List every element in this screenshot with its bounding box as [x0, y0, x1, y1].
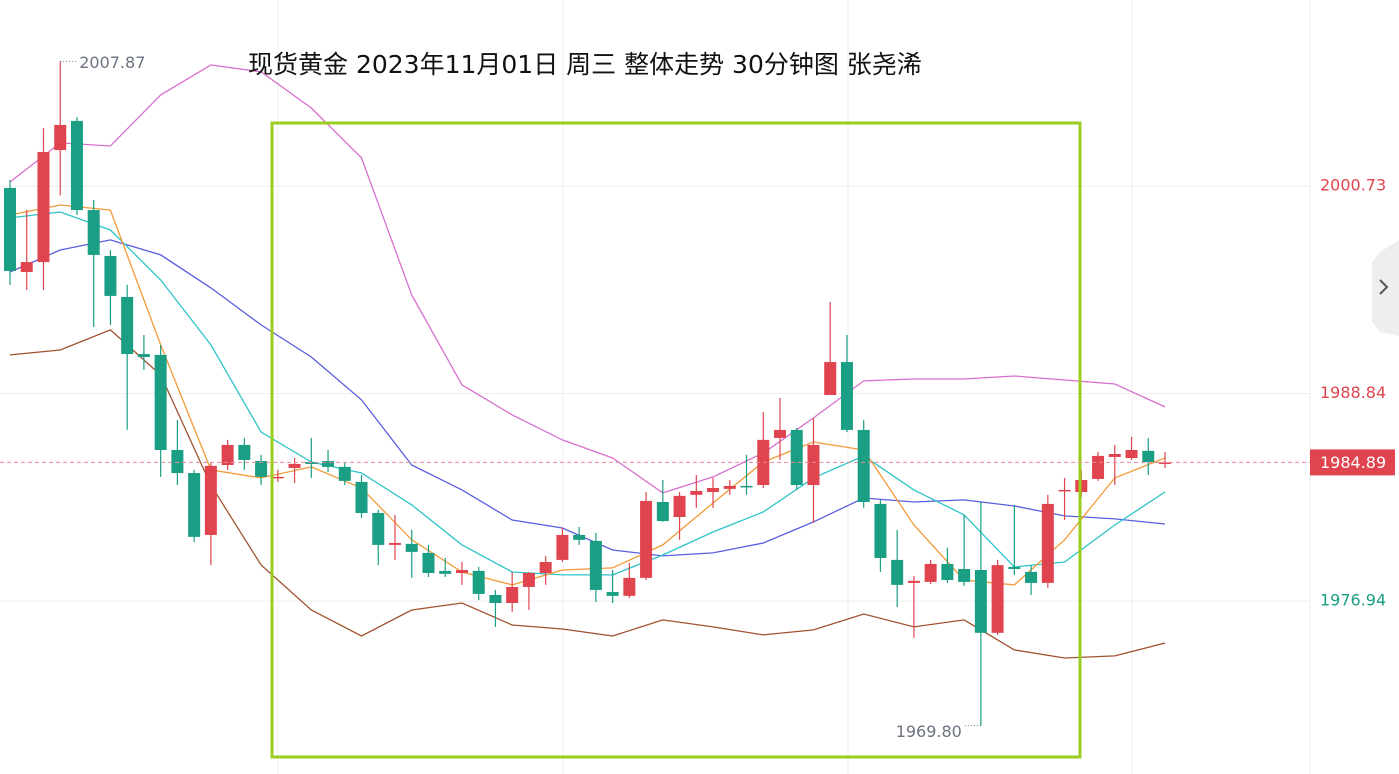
candle-body [1159, 462, 1171, 464]
highlight-box [270, 121, 1082, 759]
candle-body [1142, 450, 1155, 463]
y-tick-label: 2000.73 [1320, 175, 1386, 194]
indicator-lines [9, 64, 1166, 659]
candle-body [305, 462, 318, 464]
candle-body [1058, 489, 1071, 492]
low-label: 1969.80 [896, 722, 962, 741]
last-price-box [1310, 449, 1395, 476]
indicator-line [9, 329, 1166, 659]
candle-body [522, 572, 535, 587]
candle-body [539, 562, 552, 573]
candle-body [20, 262, 33, 273]
candle-body [991, 565, 1004, 633]
candle-body [355, 481, 368, 513]
candle-body [70, 120, 83, 211]
candle-body [121, 296, 134, 355]
candle-body [188, 473, 201, 537]
candle-body [87, 210, 100, 255]
candle-body [623, 577, 636, 596]
candle-body [774, 429, 786, 438]
candle-body [824, 362, 837, 396]
candle-body [255, 460, 268, 477]
candle-body [104, 255, 117, 296]
candle-body [322, 460, 335, 467]
grid: 2000.73 1988.84 1976.94 [0, 175, 1386, 610]
candle-body [673, 495, 686, 517]
candle-body [238, 444, 251, 460]
candle-body [137, 354, 150, 357]
candle-body [1092, 455, 1105, 479]
candle-body [4, 187, 16, 271]
candle-body [857, 429, 870, 502]
candle-body [37, 151, 50, 263]
y-tick-label: 1988.84 [1320, 383, 1386, 402]
indicator-line [9, 211, 1166, 576]
candle-body [422, 552, 435, 573]
candle-body [640, 500, 653, 578]
candle-body [656, 501, 669, 522]
candle-body [974, 570, 987, 633]
candle-body [405, 543, 418, 552]
high-label: 2007.87 [79, 53, 145, 72]
expand-button[interactable] [1372, 240, 1399, 336]
overlay: 2007.87 1969.80 1984.89 [0, 53, 1395, 741]
candle-body [924, 563, 937, 582]
last-price-label: 1984.89 [1320, 453, 1386, 472]
candle-body [1041, 503, 1054, 583]
candles [4, 61, 1171, 726]
candle-body [1008, 566, 1021, 569]
candle-body [740, 485, 753, 488]
candle-body [891, 559, 904, 585]
candle-body [221, 444, 234, 465]
candle-body [556, 534, 569, 560]
expand-arrow[interactable] [1379, 279, 1389, 295]
vertical-grid [277, 0, 1311, 774]
candle-body [154, 354, 167, 450]
candle-body [807, 444, 820, 486]
candle-body [472, 570, 485, 594]
candle-body [790, 429, 803, 486]
candle-body [372, 512, 385, 545]
candle-body [389, 542, 401, 545]
candle-body [489, 594, 502, 604]
candle-body [723, 485, 736, 489]
candle-body [1025, 571, 1038, 583]
candle-body [907, 580, 920, 583]
candle-body [606, 592, 619, 596]
candle-body [874, 503, 887, 558]
y-tick-label: 1976.94 [1320, 591, 1386, 610]
candle-body [171, 449, 184, 474]
candle-body [338, 466, 351, 481]
candle-body [439, 570, 452, 574]
candle-body [707, 488, 720, 493]
chart-title: 现货黄金 2023年11月01日 周三 整体走势 30分钟图 张尧浠 [248, 50, 922, 79]
candle-body [1125, 449, 1138, 459]
candle-body [506, 586, 519, 604]
candle-body [690, 490, 703, 495]
candle-body [573, 534, 586, 540]
candle-body [589, 540, 602, 590]
candle-body [271, 476, 284, 479]
candle-body [840, 362, 853, 430]
indicator-line [9, 239, 1166, 557]
indicator-line [9, 204, 1166, 586]
candle-body [958, 568, 971, 582]
candle-body [941, 563, 954, 580]
indicator-line [9, 64, 1166, 494]
candle-body [204, 465, 217, 535]
candle-body [288, 463, 301, 468]
candle-body [1108, 454, 1121, 457]
candle-body [54, 124, 67, 151]
candle-body [455, 570, 468, 573]
